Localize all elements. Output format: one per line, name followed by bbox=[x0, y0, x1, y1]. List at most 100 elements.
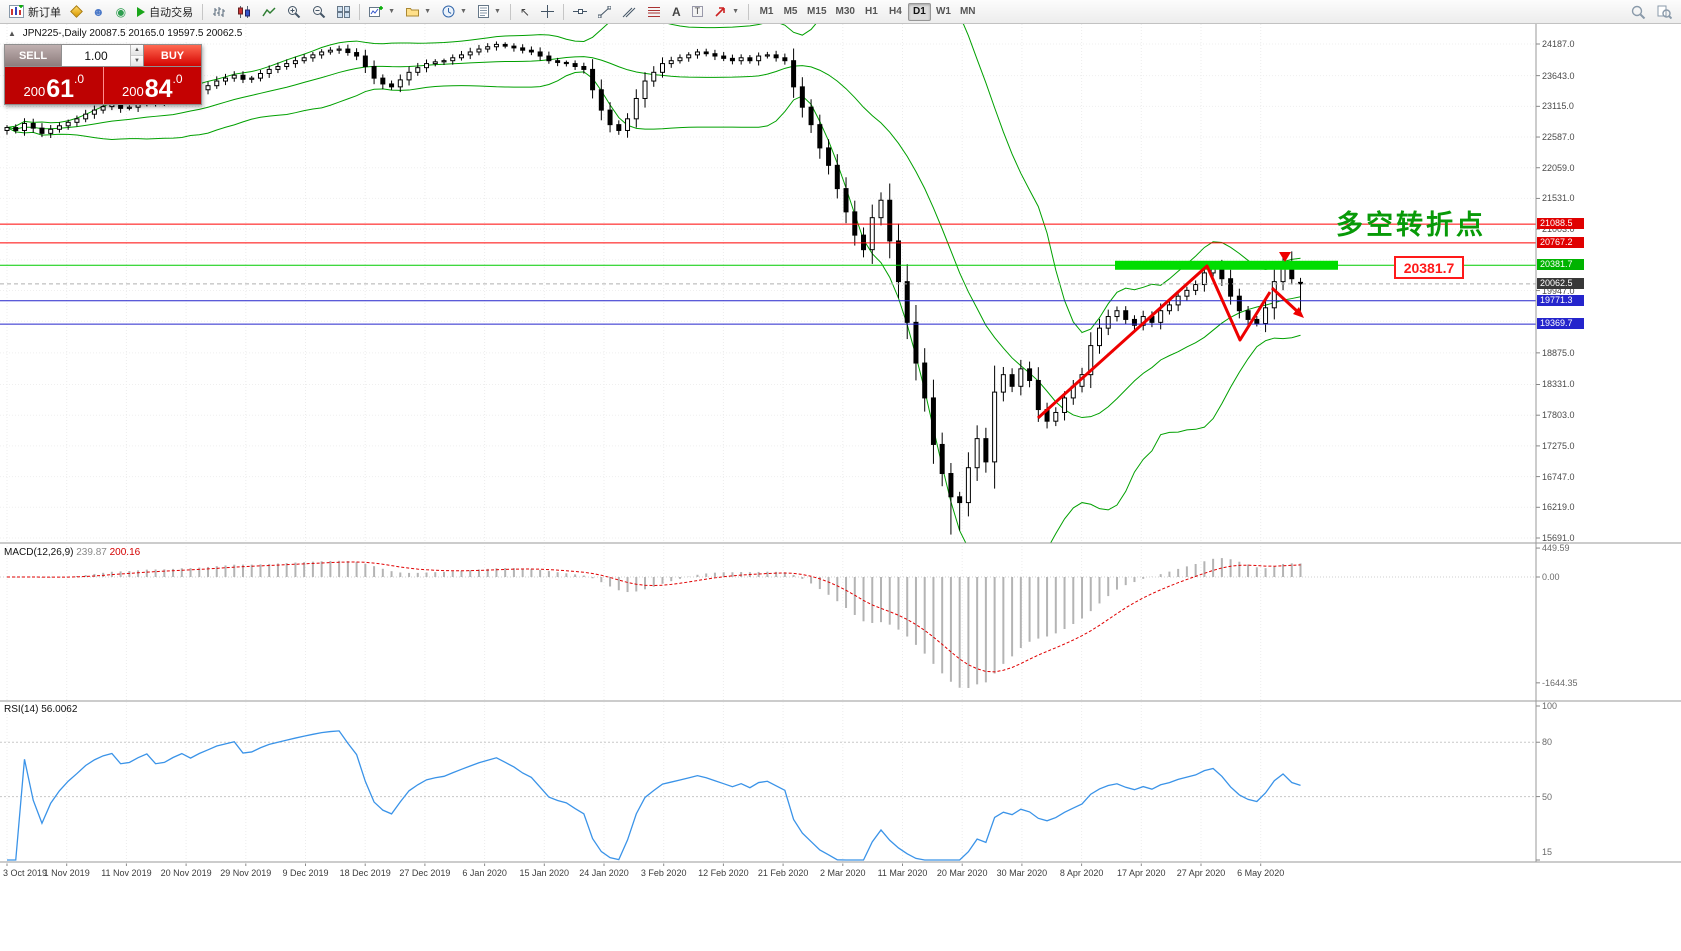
date-label: 2 Mar 2020 bbox=[820, 868, 866, 878]
hline-button[interactable] bbox=[568, 2, 592, 22]
magnifier-doc-icon bbox=[1657, 5, 1672, 19]
toolbar: 新订单 ☻ ◉ 自动交易 ▼ ▼ ▼ ▼ ↖ A T ▼ M1 M5 M15 M30 H… bbox=[0, 0, 1681, 24]
label-button[interactable]: T bbox=[687, 2, 709, 22]
community-button[interactable]: ☻ bbox=[87, 2, 110, 22]
trendline-button[interactable] bbox=[593, 2, 616, 22]
magnifier-icon bbox=[1631, 5, 1646, 19]
cursor-icon: ↖ bbox=[519, 4, 530, 19]
buy-price-sup: .0 bbox=[172, 72, 183, 86]
price-badge: 19369.7 bbox=[1537, 318, 1584, 330]
price-badge: 20381.7 bbox=[1537, 259, 1584, 271]
market-watch-button[interactable] bbox=[67, 2, 86, 22]
timeframe-button-m5[interactable]: M5 bbox=[783, 6, 798, 17]
date-label: 6 Jan 2020 bbox=[462, 868, 507, 878]
timeframe-button-w1[interactable]: W1 bbox=[935, 6, 951, 17]
channel-button[interactable] bbox=[617, 2, 641, 22]
tile-windows-button[interactable] bbox=[332, 2, 355, 22]
search-trades-button[interactable] bbox=[1652, 2, 1677, 22]
sell-price-panel[interactable]: 200 61 .0 bbox=[5, 67, 104, 104]
tile-windows-icon bbox=[337, 5, 351, 18]
zoom-out-button[interactable] bbox=[307, 2, 331, 22]
new-order-button[interactable]: 新订单 bbox=[4, 2, 66, 22]
candle-chart-button[interactable] bbox=[232, 2, 256, 22]
cursor-button[interactable]: ↖ bbox=[515, 2, 535, 22]
date-label: 27 Dec 2019 bbox=[399, 868, 451, 878]
sell-button[interactable]: SELL bbox=[5, 45, 62, 66]
bar-chart-button[interactable] bbox=[207, 2, 231, 22]
volume-spinner: ▲ ▼ bbox=[130, 45, 143, 66]
price-axis-label: 24187.0 bbox=[1542, 39, 1575, 49]
rsi-axis-label: 100 bbox=[1542, 701, 1558, 711]
price-badge: 20767.2 bbox=[1537, 236, 1584, 248]
date-label: 12 Feb 2020 bbox=[698, 868, 749, 878]
new-chart-button[interactable]: ▼ bbox=[364, 2, 400, 22]
volume-field[interactable]: 1.00 ▲ ▼ bbox=[62, 45, 144, 66]
macd-axis-label: 449.59 bbox=[1542, 543, 1570, 554]
macd-axis-label: 0.00 bbox=[1542, 572, 1560, 582]
periods-button[interactable]: ▼ bbox=[437, 2, 472, 22]
signals-button[interactable]: ◉ bbox=[111, 2, 131, 22]
date-label: 1 Nov 2019 bbox=[43, 868, 90, 878]
timeframe-button-m1[interactable]: M1 bbox=[759, 6, 774, 17]
new-order-label: 新订单 bbox=[28, 6, 61, 19]
arrow-shape-icon bbox=[715, 6, 725, 17]
fibonacci-button[interactable] bbox=[642, 2, 666, 22]
date-label: 3 Oct 2019 bbox=[3, 868, 48, 878]
buy-price-panel[interactable]: 200 84 .0 bbox=[103, 67, 201, 104]
timeframe-button-m30[interactable]: M30 bbox=[835, 6, 855, 17]
diamond-icon bbox=[70, 5, 83, 18]
buy-button[interactable]: BUY bbox=[144, 45, 201, 66]
trendline-icon bbox=[597, 5, 611, 18]
date-label: 11 Nov 2019 bbox=[101, 868, 152, 878]
timeframe-button-h4[interactable]: H4 bbox=[889, 6, 902, 17]
caret-down-icon: ▼ bbox=[460, 8, 467, 15]
zoom-in-button[interactable] bbox=[282, 2, 306, 22]
broadcast-icon: ◉ bbox=[115, 4, 127, 19]
date-label: 11 Mar 2020 bbox=[877, 868, 928, 878]
autotrading-button[interactable]: 自动交易 bbox=[132, 2, 198, 22]
crosshair-icon bbox=[540, 5, 554, 18]
crosshair-button[interactable] bbox=[536, 2, 559, 22]
price-tag-annotation[interactable]: 20381.7 bbox=[1394, 256, 1464, 279]
price-axis-label: 23643.0 bbox=[1542, 70, 1575, 81]
templates-button[interactable]: ▼ bbox=[473, 2, 506, 22]
bar-chart-icon bbox=[213, 6, 226, 17]
macd-main-value: 239.87 bbox=[76, 547, 107, 558]
profiles-button[interactable]: ▼ bbox=[401, 2, 436, 22]
rsi-value: 56.0062 bbox=[41, 704, 78, 715]
search-symbol-button[interactable] bbox=[1626, 2, 1651, 22]
volume-value[interactable]: 1.00 bbox=[84, 48, 108, 63]
date-label: 29 Nov 2019 bbox=[220, 868, 272, 878]
date-label: 17 Apr 2020 bbox=[1117, 868, 1166, 878]
autotrading-label: 自动交易 bbox=[149, 6, 194, 19]
volume-up-button[interactable]: ▲ bbox=[131, 45, 143, 56]
volume-down-button[interactable]: ▼ bbox=[131, 56, 143, 66]
toolbar-separator bbox=[359, 3, 361, 20]
text-button[interactable]: A bbox=[667, 2, 686, 22]
macd-label: MACD(12,26,9) 239.87 200.16 bbox=[4, 547, 140, 558]
channel-icon bbox=[622, 7, 636, 17]
rsi-label: RSI(14) 56.0062 bbox=[4, 704, 77, 715]
zoom-in-icon bbox=[288, 6, 301, 18]
date-label: 20 Nov 2019 bbox=[160, 868, 212, 878]
rsi-name: RSI(14) bbox=[4, 704, 39, 715]
timeframe-button-mn[interactable]: MN bbox=[959, 6, 976, 17]
macd-signal-value: 200.16 bbox=[109, 547, 141, 558]
collapse-arrow-icon[interactable]: ▲ bbox=[8, 29, 16, 38]
line-chart-button[interactable] bbox=[257, 2, 281, 22]
new-order-icon bbox=[9, 5, 24, 18]
price-axis-label: 18331.0 bbox=[1542, 379, 1575, 390]
date-label: 18 Dec 2019 bbox=[339, 868, 391, 878]
price-badge: 20062.5 bbox=[1537, 277, 1584, 289]
arrows-button[interactable]: ▼ bbox=[709, 2, 744, 22]
timeframe-button-h1[interactable]: H1 bbox=[865, 6, 878, 17]
date-label: 8 Apr 2020 bbox=[1059, 868, 1104, 878]
timeframe-button-d1[interactable]: D1 bbox=[907, 2, 931, 21]
new-chart-icon bbox=[369, 5, 384, 17]
timeframe-button-m15[interactable]: M15 bbox=[807, 6, 827, 17]
ohlc-values: 20087.5 20165.0 19597.5 20062.5 bbox=[89, 28, 243, 39]
date-label: 6 May 2020 bbox=[1237, 868, 1285, 878]
